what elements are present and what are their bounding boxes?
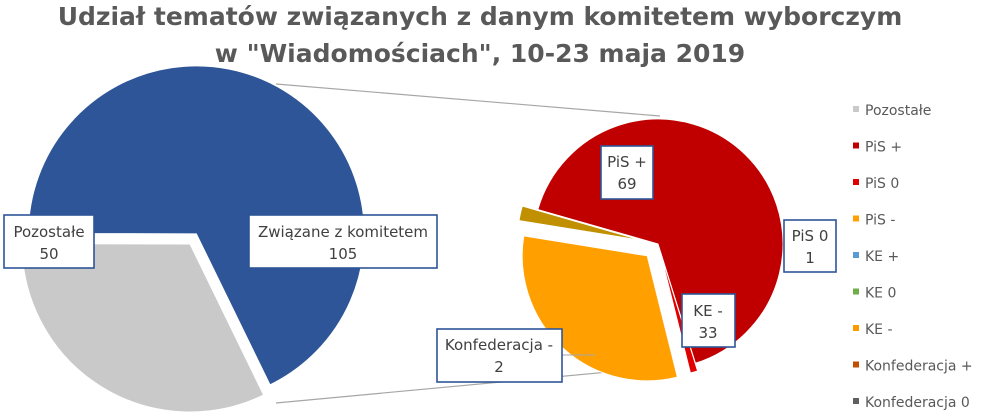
legend: Pozostałe PiS + PiS 0 PiS - KE + KE 0 KE - Konf… — [853, 103, 973, 411]
pie-slice-konfederacja — [518, 205, 643, 242]
data-label-box — [3, 214, 95, 269]
legend-label-pis-plus: PiS + — [865, 140, 902, 156]
data-label-pis-0: PiS 0 1 — [783, 219, 837, 273]
data-label-name: KE - — [693, 302, 723, 320]
data-label-pis-plus: PiS + 69 — [600, 145, 654, 200]
data-label-box — [600, 145, 654, 200]
data-label-value: 69 — [617, 175, 636, 193]
legend-label-ke: KE - — [865, 322, 893, 338]
chart-title: Udział tematów związanych z danym komite… — [58, 2, 903, 31]
data-label-value: 33 — [698, 324, 717, 342]
legend-swatch-pis-0 — [853, 179, 859, 185]
pie-slice-pozostale — [21, 243, 265, 413]
data-label-box — [248, 214, 438, 269]
legend-label-pis-0: PiS 0 — [865, 176, 899, 192]
data-label-ke-minus: KE - 33 — [681, 293, 736, 348]
data-label-name: Konfederacja - — [445, 336, 553, 354]
data-label-name: PiS + — [607, 153, 647, 171]
legend-swatch-pis-plus — [853, 142, 859, 149]
data-label-pozostale: Pozostałe 50 — [3, 214, 95, 269]
legend-swatch-ke — [853, 325, 859, 331]
legend-swatch-ke-0 — [853, 288, 859, 295]
data-label-name: PiS 0 — [792, 227, 829, 245]
data-label-value: 1 — [805, 249, 815, 267]
data-label-box — [783, 219, 837, 273]
data-label-box — [436, 328, 563, 383]
data-label-box — [681, 293, 736, 348]
connector-line-top — [275, 83, 661, 117]
legend-swatch-pozostale — [853, 106, 859, 112]
data-label-name: Związane z komitetem — [258, 223, 428, 241]
data-label-zwiazane: Związane z komitetem 105 — [248, 214, 438, 269]
legend-label-ke-0: KE 0 — [865, 286, 896, 302]
legend-swatch-konfederacja-0 — [853, 398, 859, 404]
data-label-name: Pozostałe — [13, 223, 84, 241]
data-label-value: 2 — [494, 358, 504, 376]
data-label-value: 50 — [39, 245, 58, 263]
legend-label-ke-plus: KE + — [865, 249, 899, 265]
chart-subtitle: w "Wiadomościach", 10-23 maja 2019 — [215, 39, 745, 68]
legend-label-pis: PiS - — [865, 213, 895, 229]
data-label-value: 105 — [329, 245, 358, 263]
data-label-konfederacja-minus: Konfederacja - 2 — [436, 328, 595, 383]
legend-label-pozostale: Pozostałe — [865, 103, 931, 119]
main-pie — [21, 65, 365, 413]
pie-slice-zwiazane-z-komitetem — [27, 65, 365, 386]
legend-swatch-ke-plus — [853, 252, 859, 258]
legend-swatch-pis — [853, 215, 859, 222]
legend-label-konfederacja-plus: Konfederacja + — [865, 359, 973, 375]
connector-line-bottom — [275, 366, 663, 404]
legend-label-konfederacja-0: Konfederacja 0 — [865, 395, 970, 411]
legend-swatch-konfederacja-plus — [853, 361, 859, 368]
